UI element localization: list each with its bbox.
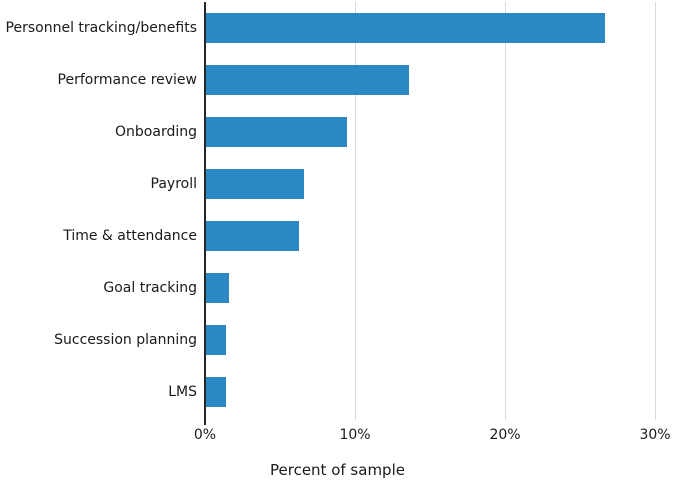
category-label: Personnel tracking/benefits bbox=[5, 20, 197, 36]
x-tick-label: 20% bbox=[489, 427, 521, 443]
bar bbox=[206, 65, 409, 95]
bar bbox=[206, 273, 229, 303]
bar bbox=[206, 13, 605, 43]
bar bbox=[206, 325, 226, 355]
category-label: Goal tracking bbox=[103, 280, 197, 296]
bar bbox=[206, 117, 347, 147]
category-label: Time & attendance bbox=[63, 228, 197, 244]
x-tick-label: 10% bbox=[339, 427, 371, 443]
gridline-20 bbox=[504, 2, 506, 420]
category-label: Performance review bbox=[57, 72, 197, 88]
y-axis-line bbox=[204, 2, 206, 425]
bar bbox=[206, 221, 299, 251]
x-tick-label: 30% bbox=[639, 427, 671, 443]
x-axis-title: Percent of sample bbox=[270, 461, 405, 479]
category-label: LMS bbox=[168, 384, 197, 400]
bar bbox=[206, 377, 226, 407]
category-label: Onboarding bbox=[115, 124, 197, 140]
category-label: Succession planning bbox=[54, 332, 197, 348]
x-tick-label: 0% bbox=[193, 427, 217, 443]
bar bbox=[206, 169, 304, 199]
gridline-10 bbox=[354, 2, 356, 420]
gridline-30 bbox=[654, 2, 656, 420]
category-label: Payroll bbox=[150, 176, 197, 192]
